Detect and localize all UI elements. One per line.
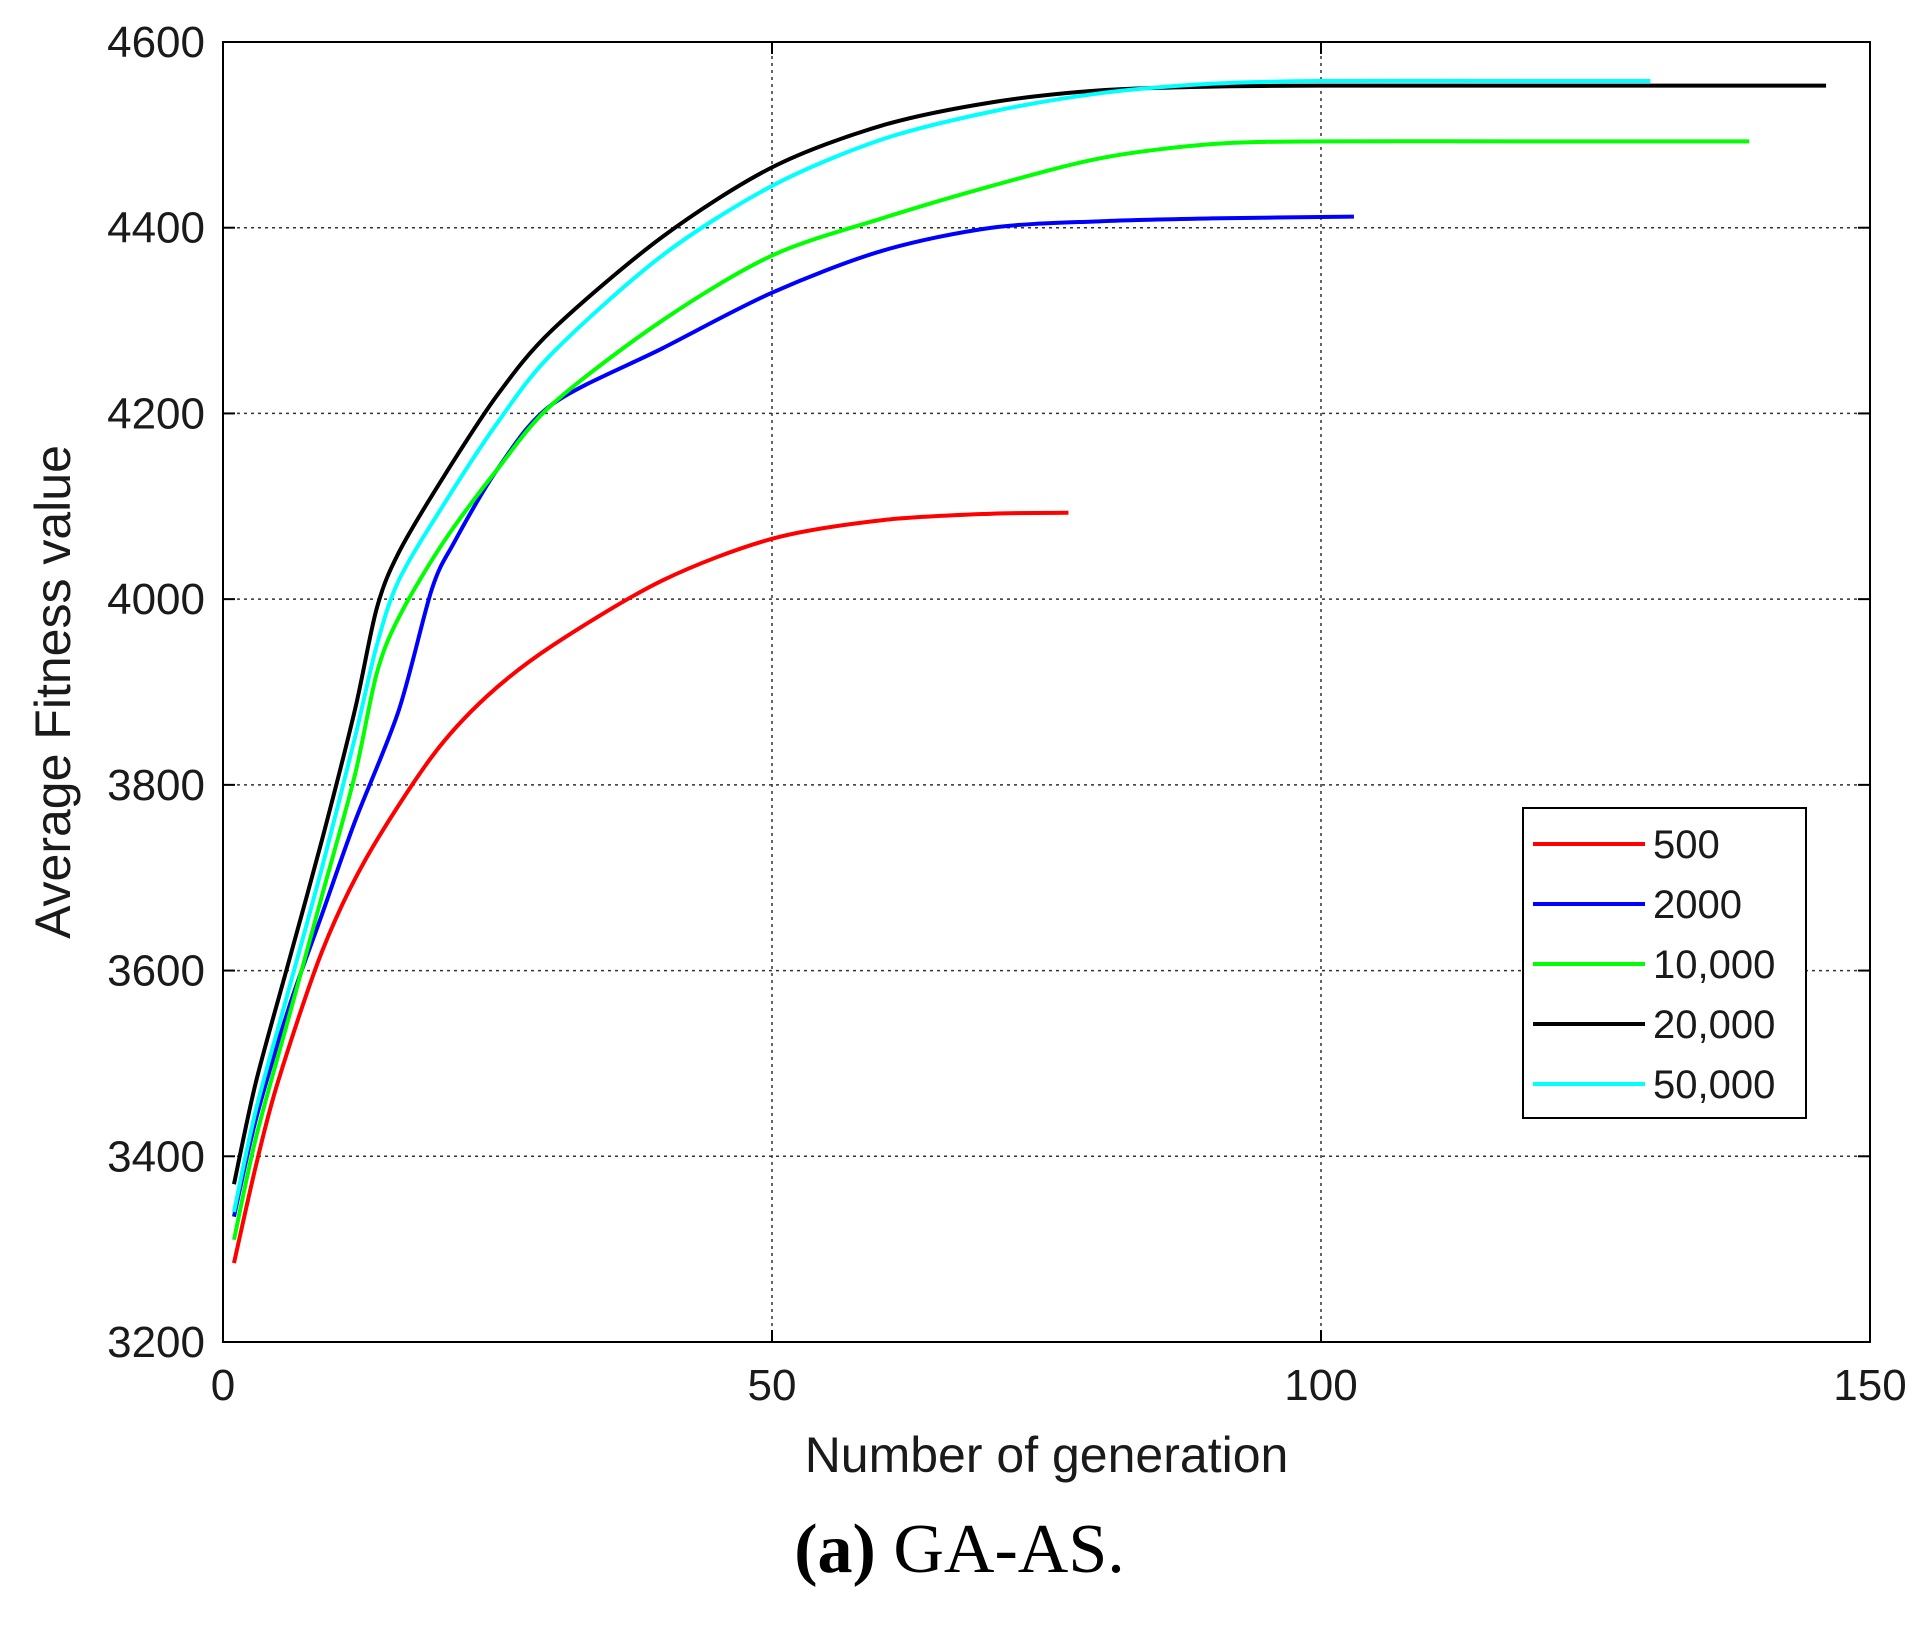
y-tick-label: 3200 — [107, 1318, 205, 1367]
y-tick-label: 4000 — [107, 575, 205, 624]
grid — [223, 42, 1870, 1342]
y-tick-label: 3400 — [107, 1132, 205, 1181]
y-tick-label: 4600 — [107, 18, 205, 67]
series — [232, 78, 1827, 1264]
x-tick-label: 150 — [1833, 1361, 1906, 1410]
legend-label: 2000 — [1653, 883, 1742, 927]
legend: 500 2000 10,000 20,000 50,000 — [1522, 807, 1807, 1119]
legend-label: 20,000 — [1653, 1003, 1775, 1047]
figure-caption: (a) GA-AS. — [0, 1510, 1919, 1590]
series-line-10000 — [232, 139, 1750, 1241]
x-axis-label: Number of generation — [805, 1427, 1289, 1483]
x-tick-label: 100 — [1284, 1361, 1357, 1410]
series-line-50000 — [232, 78, 1651, 1213]
y-tick-label: 3600 — [107, 947, 205, 996]
x-tick-label: 0 — [211, 1361, 235, 1410]
series-line-2000 — [232, 214, 1354, 1218]
caption-text: GA-AS. — [893, 1511, 1125, 1588]
series-line-20000 — [232, 83, 1827, 1185]
y-tick-label: 4400 — [107, 204, 205, 253]
caption-label: (a) — [794, 1511, 876, 1588]
legend-label: 500 — [1653, 823, 1720, 867]
y-tick-label: 3800 — [107, 761, 205, 810]
y-axis-label: Average Fitness value — [25, 445, 81, 939]
plot-area — [222, 41, 1871, 1343]
series-line-500 — [232, 510, 1069, 1264]
y-tick-label: 4200 — [107, 389, 205, 438]
legend-label: 50,000 — [1653, 1063, 1775, 1107]
x-tick-label: 50 — [748, 1361, 797, 1410]
legend-label: 10,000 — [1653, 943, 1775, 987]
axis-ticks: 0 50 100 150 3200 3400 3600 3800 4000 4200 4400 460… — [107, 18, 1907, 1410]
line-chart: 0 50 100 150 3200 3400 3600 3800 4000 4200 4400 460… — [25, 18, 1907, 1483]
